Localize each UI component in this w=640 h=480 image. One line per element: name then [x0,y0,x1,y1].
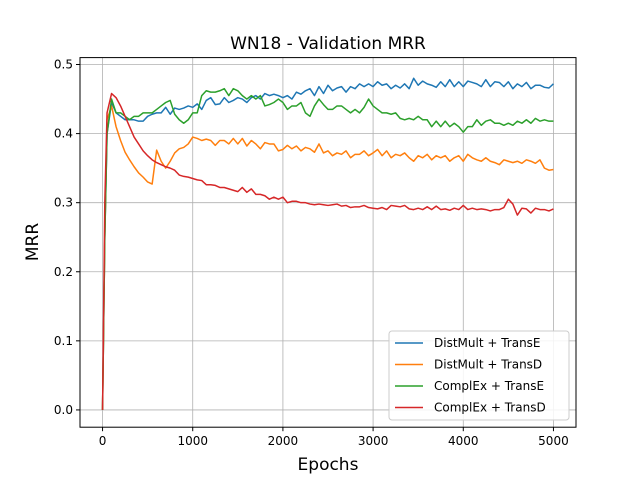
x-tick-label: 3000 [358,434,389,448]
series-line-4 [101,92,554,410]
legend-label: DistMult + TransE [434,336,541,350]
series-lines [101,77,554,410]
y-axis-label: MRR [23,223,43,261]
y-tick-label: 0.5 [54,58,73,72]
chart-title: WN18 - Validation MRR [230,34,426,54]
legend: DistMult + TransE DistMult + TransD ComplE… [388,330,570,421]
series-line-1 [101,77,554,410]
legend-label: ComplEx + TransE [434,379,544,393]
x-axis-ticks: 0 1000 2000 3000 4000 5000 [99,427,569,448]
x-axis-label: Epochs [298,455,359,475]
plot-frame [79,57,577,428]
y-axis-ticks: 0.0 0.1 0.2 0.3 0.4 0.5 [54,58,80,417]
legend-label: DistMult + TransD [434,358,542,372]
x-tick-label: 1000 [177,434,208,448]
series-line-3 [101,87,554,410]
legend-label: ComplEx + TransD [434,401,546,415]
y-tick-label: 0.0 [54,403,73,417]
y-tick-label: 0.2 [54,265,73,279]
series-line-2 [101,105,554,410]
y-tick-label: 0.4 [54,127,73,141]
x-tick-label: 2000 [268,434,299,448]
y-tick-label: 0.1 [54,334,73,348]
legend-box [388,330,570,421]
grid [80,57,576,428]
legend-entries: DistMult + TransE DistMult + TransD ComplE… [395,336,546,415]
x-tick-label: 4000 [448,434,479,448]
y-tick-label: 0.3 [54,196,73,210]
x-tick-label: 0 [99,434,107,448]
x-tick-label: 5000 [538,434,569,448]
